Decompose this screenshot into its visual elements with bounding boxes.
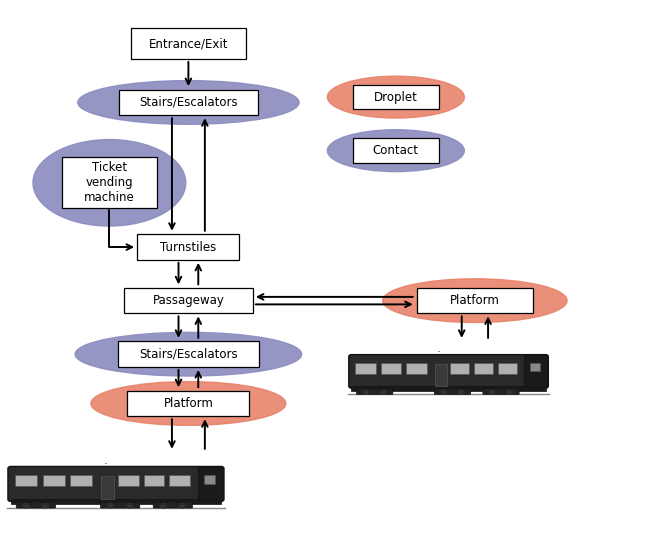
FancyBboxPatch shape xyxy=(417,288,533,314)
FancyBboxPatch shape xyxy=(381,362,401,374)
Text: ..: .. xyxy=(103,457,108,466)
Circle shape xyxy=(458,390,464,395)
Circle shape xyxy=(127,504,133,509)
Circle shape xyxy=(24,505,28,507)
FancyBboxPatch shape xyxy=(451,362,469,374)
Circle shape xyxy=(442,391,446,394)
FancyBboxPatch shape xyxy=(524,355,548,388)
FancyBboxPatch shape xyxy=(11,499,221,504)
Circle shape xyxy=(181,505,184,507)
Circle shape xyxy=(381,390,386,395)
FancyBboxPatch shape xyxy=(61,157,157,208)
FancyBboxPatch shape xyxy=(351,386,546,390)
Ellipse shape xyxy=(33,140,185,226)
Ellipse shape xyxy=(327,130,465,172)
Circle shape xyxy=(180,504,185,509)
FancyBboxPatch shape xyxy=(101,476,114,499)
Circle shape xyxy=(508,391,512,394)
FancyBboxPatch shape xyxy=(483,389,519,394)
FancyBboxPatch shape xyxy=(144,475,164,487)
Circle shape xyxy=(363,390,369,395)
Circle shape xyxy=(441,390,447,395)
Circle shape xyxy=(364,391,368,394)
FancyBboxPatch shape xyxy=(355,362,376,374)
Circle shape xyxy=(160,504,166,509)
Text: Turnstiles: Turnstiles xyxy=(160,241,216,253)
FancyBboxPatch shape xyxy=(170,475,190,487)
FancyBboxPatch shape xyxy=(153,502,193,508)
FancyBboxPatch shape xyxy=(498,362,517,374)
Text: Droplet: Droplet xyxy=(374,91,418,104)
Circle shape xyxy=(489,390,495,395)
Ellipse shape xyxy=(383,279,567,323)
FancyBboxPatch shape xyxy=(434,389,471,394)
Circle shape xyxy=(42,504,48,509)
Text: Ticket
vending
machine: Ticket vending machine xyxy=(84,161,135,204)
FancyBboxPatch shape xyxy=(15,475,37,487)
Circle shape xyxy=(459,391,463,394)
FancyBboxPatch shape xyxy=(131,28,246,59)
FancyBboxPatch shape xyxy=(124,288,253,314)
Ellipse shape xyxy=(78,81,299,124)
FancyBboxPatch shape xyxy=(100,502,140,508)
Ellipse shape xyxy=(91,382,286,425)
FancyBboxPatch shape xyxy=(118,475,139,487)
FancyBboxPatch shape xyxy=(8,467,224,502)
Text: Stairs/Escalators: Stairs/Escalators xyxy=(139,347,238,361)
Text: ..: .. xyxy=(436,345,442,354)
FancyBboxPatch shape xyxy=(137,234,240,260)
FancyBboxPatch shape xyxy=(42,475,65,487)
Circle shape xyxy=(382,391,385,394)
Text: Platform: Platform xyxy=(450,294,500,307)
FancyBboxPatch shape xyxy=(353,139,439,163)
FancyBboxPatch shape xyxy=(119,90,257,115)
Circle shape xyxy=(109,505,112,507)
Text: Contact: Contact xyxy=(373,144,419,157)
FancyBboxPatch shape xyxy=(70,475,92,487)
FancyBboxPatch shape xyxy=(435,364,447,386)
FancyBboxPatch shape xyxy=(348,354,548,388)
FancyBboxPatch shape xyxy=(474,362,493,374)
Ellipse shape xyxy=(327,76,465,118)
FancyBboxPatch shape xyxy=(353,85,439,110)
FancyBboxPatch shape xyxy=(117,342,259,367)
Circle shape xyxy=(162,505,165,507)
Circle shape xyxy=(507,390,513,395)
FancyBboxPatch shape xyxy=(16,502,55,508)
FancyBboxPatch shape xyxy=(530,362,540,372)
Text: Entrance/Exit: Entrance/Exit xyxy=(148,37,228,50)
Text: Passageway: Passageway xyxy=(152,294,224,307)
FancyBboxPatch shape xyxy=(356,389,393,394)
FancyBboxPatch shape xyxy=(407,362,427,374)
Circle shape xyxy=(44,505,47,507)
Circle shape xyxy=(490,391,494,394)
Text: Platform: Platform xyxy=(164,397,213,410)
Circle shape xyxy=(108,504,114,509)
FancyBboxPatch shape xyxy=(198,467,223,501)
FancyBboxPatch shape xyxy=(205,475,215,484)
Circle shape xyxy=(23,504,30,509)
Circle shape xyxy=(128,505,131,507)
FancyBboxPatch shape xyxy=(127,390,249,416)
Ellipse shape xyxy=(75,332,302,376)
Text: Stairs/Escalators: Stairs/Escalators xyxy=(139,96,238,109)
